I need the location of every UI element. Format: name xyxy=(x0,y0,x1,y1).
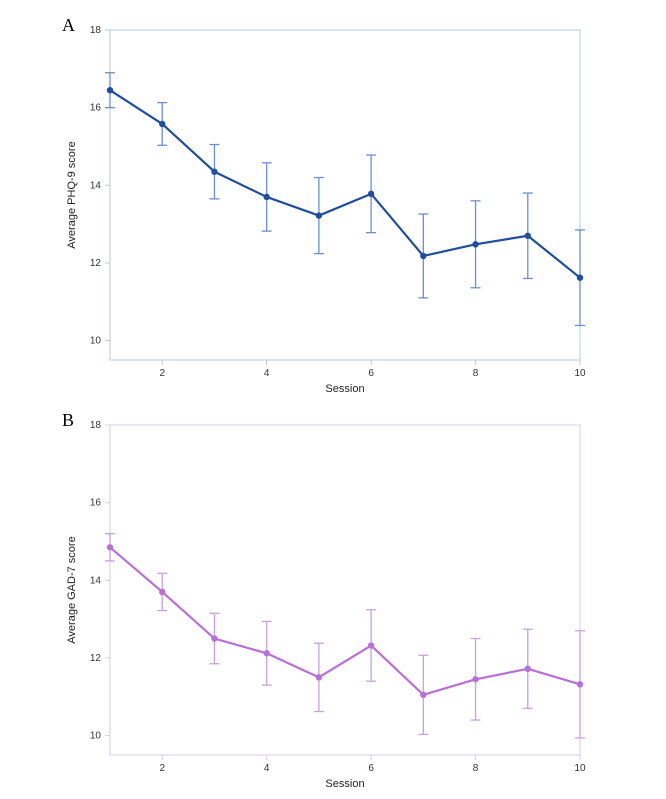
ytick-label: 14 xyxy=(90,575,102,586)
xtick-label: 2 xyxy=(159,763,165,774)
plot-border xyxy=(110,425,580,755)
xtick-label: 4 xyxy=(264,763,270,774)
series-marker xyxy=(316,674,322,680)
series-marker xyxy=(577,681,583,687)
series-marker xyxy=(159,589,165,595)
series-marker xyxy=(107,544,113,550)
ytick-label: 10 xyxy=(90,731,102,742)
series-marker xyxy=(368,642,374,648)
ytick-label: 12 xyxy=(90,653,102,664)
series-line xyxy=(110,547,580,695)
series-marker xyxy=(472,676,478,682)
panel-b-chart: 10 12 14 16 18 2 4 6 8 10 Session Average GAD-7 sco… xyxy=(0,0,666,799)
series-marker xyxy=(211,635,217,641)
xtick-label: 10 xyxy=(574,763,586,774)
series-marker xyxy=(263,650,269,656)
xtick-label: 6 xyxy=(368,763,374,774)
series-marker xyxy=(525,666,531,672)
xlabel: Session xyxy=(325,778,364,790)
figure: A 1012141618246810SessionAverage PHQ-9 s… xyxy=(0,0,666,799)
series-marker xyxy=(420,692,426,698)
xtick-label: 8 xyxy=(473,763,479,774)
ylabel: Average GAD-7 score xyxy=(66,536,78,643)
ytick-label: 16 xyxy=(90,498,102,509)
ytick-label: 18 xyxy=(90,420,102,431)
